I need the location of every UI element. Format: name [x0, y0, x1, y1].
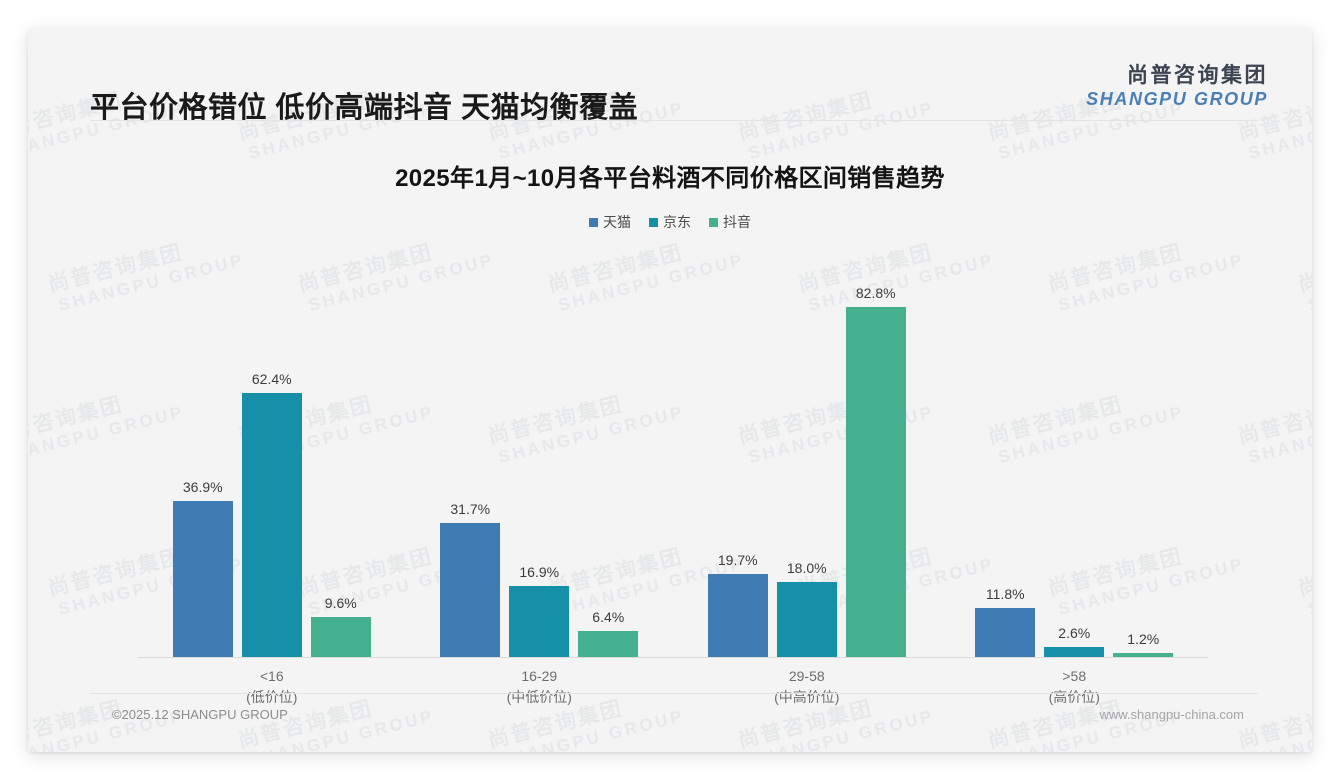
bar-京东-16-29[interactable]: 16.9% [509, 250, 570, 658]
bar-groups: 36.9% 62.4% 9.6% 31.7% 16.9% 6.4% 19.7% 18.0% 82… [138, 250, 1208, 658]
bar-抖音-29-58[interactable]: 82.8% [845, 250, 906, 658]
page-title: 平台价格错位 低价高端抖音 天猫均衡覆盖 [90, 92, 639, 124]
bar-rect[interactable] [241, 393, 302, 658]
footer-website[interactable]: www.shangpu-china.com [1099, 707, 1244, 722]
slide-header: 平台价格错位 低价高端抖音 天猫均衡覆盖 尚普咨询集团 SHANGPU GROU… [28, 28, 1312, 124]
bar-京东-29-58[interactable]: 18.0% [776, 250, 837, 658]
bar-天猫-29-58[interactable]: 19.7% [707, 250, 768, 658]
bar-rect[interactable] [975, 607, 1036, 658]
footer-divider [90, 693, 1258, 694]
legend-swatch-icon [709, 217, 718, 227]
bar-rect[interactable] [1113, 652, 1174, 658]
category-label-sub: (高价位) [1048, 689, 1100, 705]
legend-label: 京东 [663, 214, 691, 230]
bar-京东->58[interactable]: 2.6% [1044, 250, 1105, 658]
legend-label: 天猫 [603, 214, 631, 230]
category-label-29-58: 29-58 (中高价位) [673, 666, 941, 708]
bar-天猫->58[interactable]: 11.8% [975, 250, 1036, 658]
legend-item-京东[interactable]: 京东 [649, 212, 691, 232]
category-label->58: >58 (高价位) [941, 666, 1209, 708]
category-label-<16: <16 (低价位) [138, 666, 406, 708]
axis-baseline [138, 657, 1208, 658]
bar-rect[interactable] [172, 501, 233, 658]
bar-value-label: 31.7% [450, 501, 491, 518]
bar-rect[interactable] [776, 581, 837, 658]
legend-swatch-icon [589, 217, 598, 227]
footer-copyright: ©2025.12 SHANGPU GROUP [112, 707, 288, 722]
bar-rect[interactable] [310, 617, 371, 658]
bar-抖音-16-29[interactable]: 6.4% [578, 250, 639, 658]
category-label-main: 29-58 [788, 668, 825, 684]
category-label-main: 16-29 [521, 668, 558, 684]
brand-logo: 尚普咨询集团 SHANGPU GROUP [1086, 63, 1268, 111]
brand-name-en: SHANGPU GROUP [1086, 89, 1268, 110]
bar-value-label: 36.9% [182, 479, 223, 496]
legend-label: 抖音 [723, 214, 751, 230]
bar-value-label: 16.9% [519, 564, 560, 581]
category-label-main: <16 [259, 668, 284, 684]
legend-item-天猫[interactable]: 天猫 [589, 212, 631, 232]
bar-value-label: 1.2% [1127, 630, 1160, 647]
category-label-main: >58 [1062, 668, 1087, 684]
category-label-sub: (低价位) [246, 689, 298, 705]
bar-value-label: 82.8% [855, 284, 896, 301]
bar-group-29-58: 19.7% 18.0% 82.8% [673, 250, 941, 658]
bar-rect[interactable] [578, 630, 639, 658]
bar-rect[interactable] [509, 586, 570, 658]
bar-value-label: 2.6% [1058, 624, 1091, 641]
bar-rect[interactable] [1044, 646, 1105, 658]
legend-swatch-icon [649, 217, 658, 227]
chart-title: 2025年1月~10月各平台料酒不同价格区间销售趋势 [395, 165, 945, 192]
bar-天猫-<16[interactable]: 36.9% [172, 250, 233, 658]
bar-京东-<16[interactable]: 62.4% [241, 250, 302, 658]
bar-group->58: 11.8% 2.6% 1.2% [941, 250, 1209, 658]
bar-rect[interactable] [707, 574, 768, 658]
bar-value-label: 19.7% [717, 552, 758, 569]
category-label-sub: (中低价位) [506, 689, 572, 705]
bar-group-<16: 36.9% 62.4% 9.6% [138, 250, 406, 658]
bar-value-label: 11.8% [985, 585, 1025, 602]
header-divider [90, 120, 1258, 121]
bar-抖音->58[interactable]: 1.2% [1113, 250, 1174, 658]
bar-抖音-<16[interactable]: 9.6% [310, 250, 371, 658]
chart-container: 2025年1月~10月各平台料酒不同价格区间销售趋势 天猫 京东 抖音 36.9% 6… [28, 122, 1312, 705]
bar-value-label: 6.4% [592, 608, 625, 625]
chart-legend: 天猫 京东 抖音 [28, 212, 1312, 232]
bar-rect[interactable] [440, 523, 501, 658]
bar-天猫-16-29[interactable]: 31.7% [440, 250, 501, 658]
bar-value-label: 18.0% [786, 559, 827, 576]
category-label-16-29: 16-29 (中低价位) [406, 666, 674, 708]
bar-value-label: 9.6% [324, 595, 357, 612]
category-label-sub: (中高价位) [774, 689, 840, 705]
category-axis-labels: <16 (低价位) 16-29 (中低价位) 29-58 (中高价位) >58 (高价位) [138, 666, 1208, 708]
chart-plot-area: 36.9% 62.4% 9.6% 31.7% 16.9% 6.4% 19.7% 18.0% 82… [138, 250, 1208, 658]
brand-name-cn: 尚普咨询集团 [1127, 64, 1268, 87]
legend-item-抖音[interactable]: 抖音 [709, 212, 751, 232]
bar-value-label: 62.4% [251, 371, 292, 388]
bar-rect[interactable] [845, 306, 906, 658]
slide-card: 尚普咨询集团 SHANGPU GROUP 尚普咨询集团 SHANGPU GROUP 尚普… [28, 28, 1312, 752]
bar-group-16-29: 31.7% 16.9% 6.4% [406, 250, 674, 658]
